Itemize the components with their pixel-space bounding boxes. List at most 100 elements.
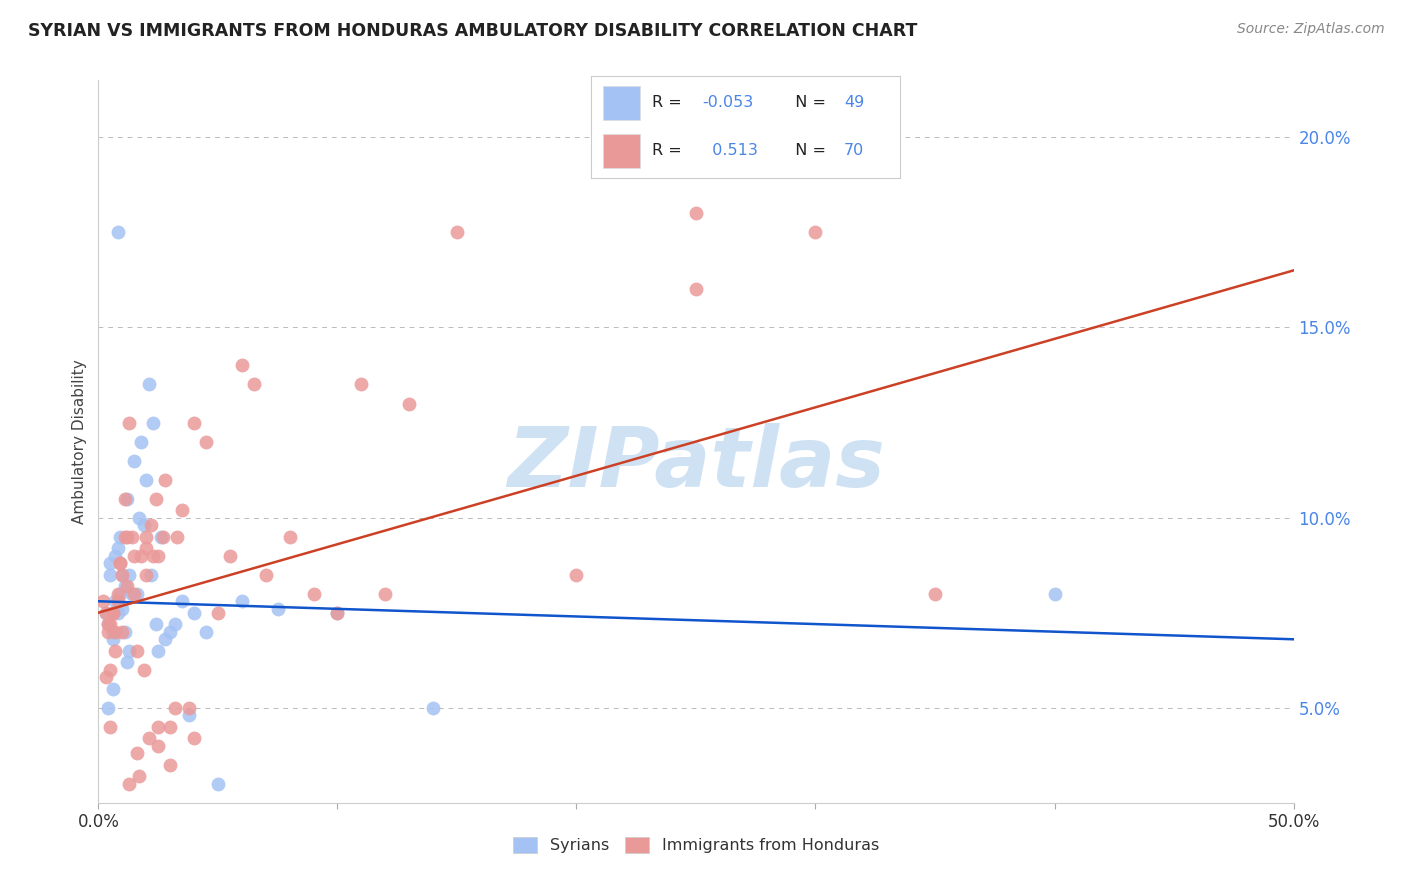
Point: [101, 632, 124, 647]
Text: SYRIAN VS IMMIGRANTS FROM HONDURAS AMBULATORY DISABILITY CORRELATION CHART: SYRIAN VS IMMIGRANTS FROM HONDURAS AMBUL…: [28, 22, 918, 40]
Point: [135, 541, 157, 555]
Point: [114, 579, 136, 593]
Point: [94, 670, 117, 684]
Point: [128, 769, 150, 783]
Point: [159, 757, 181, 772]
Point: [97, 617, 120, 632]
Point: [132, 518, 155, 533]
Point: [104, 549, 127, 563]
Point: [183, 416, 205, 430]
Point: [98, 617, 122, 632]
Point: [685, 282, 707, 296]
Point: [131, 549, 153, 563]
Text: ZIPatlas: ZIPatlas: [508, 423, 884, 504]
Point: [118, 567, 141, 582]
Text: 70: 70: [844, 144, 865, 158]
Point: [148, 549, 170, 563]
FancyBboxPatch shape: [603, 135, 640, 168]
Point: [108, 556, 131, 570]
Point: [326, 606, 349, 620]
Point: [195, 434, 218, 449]
Text: 49: 49: [844, 95, 865, 110]
Point: [207, 606, 229, 620]
Text: N =: N =: [786, 144, 831, 158]
Text: R =: R =: [652, 95, 688, 110]
Point: [326, 606, 349, 620]
Point: [124, 549, 146, 563]
Point: [148, 739, 170, 753]
Point: [159, 720, 181, 734]
Point: [107, 594, 129, 608]
Point: [172, 503, 194, 517]
Point: [108, 556, 131, 570]
Point: [118, 416, 141, 430]
Point: [139, 567, 162, 582]
Point: [163, 700, 186, 714]
Point: [159, 624, 181, 639]
Point: [125, 643, 148, 657]
Point: [138, 377, 160, 392]
Point: [115, 491, 138, 506]
Point: [98, 556, 122, 570]
Point: [135, 530, 157, 544]
Point: [446, 226, 468, 240]
Point: [121, 530, 143, 544]
Point: [149, 530, 172, 544]
Point: [98, 663, 122, 677]
Point: [114, 530, 136, 544]
Point: [118, 643, 141, 657]
Point: [94, 606, 117, 620]
Point: [107, 541, 129, 555]
Point: [104, 594, 127, 608]
Point: [107, 606, 129, 620]
Point: [565, 567, 588, 582]
Point: [219, 549, 242, 563]
Point: [111, 567, 134, 582]
Point: [132, 663, 155, 677]
Point: [183, 731, 205, 746]
Point: [155, 473, 177, 487]
Point: [101, 624, 124, 639]
Text: -0.053: -0.053: [702, 95, 754, 110]
Point: [115, 530, 138, 544]
Point: [374, 587, 396, 601]
Point: [114, 624, 136, 639]
Point: [111, 624, 134, 639]
Text: N =: N =: [786, 95, 831, 110]
Point: [231, 359, 253, 373]
Point: [138, 731, 160, 746]
Point: [139, 518, 162, 533]
Point: [135, 567, 157, 582]
Point: [108, 530, 131, 544]
Point: [398, 396, 420, 410]
Text: R =: R =: [652, 144, 688, 158]
Point: [115, 579, 138, 593]
Point: [125, 747, 148, 761]
Point: [94, 606, 117, 620]
Point: [145, 617, 167, 632]
Point: [924, 587, 946, 601]
Point: [128, 510, 150, 524]
Point: [101, 681, 124, 696]
Point: [114, 491, 136, 506]
Point: [166, 530, 188, 544]
Point: [108, 587, 131, 601]
Point: [142, 549, 165, 563]
Point: [195, 624, 218, 639]
Point: [107, 226, 129, 240]
Point: [104, 624, 127, 639]
Legend: Syrians, Immigrants from Honduras: Syrians, Immigrants from Honduras: [506, 830, 886, 860]
Point: [148, 643, 170, 657]
Point: [804, 226, 827, 240]
Point: [98, 720, 122, 734]
Point: [145, 491, 167, 506]
Point: [115, 655, 138, 669]
Point: [179, 700, 201, 714]
Point: [155, 632, 177, 647]
Point: [121, 587, 143, 601]
FancyBboxPatch shape: [603, 87, 640, 120]
Point: [97, 700, 120, 714]
Text: Source: ZipAtlas.com: Source: ZipAtlas.com: [1237, 22, 1385, 37]
Point: [131, 434, 153, 449]
Point: [111, 602, 134, 616]
